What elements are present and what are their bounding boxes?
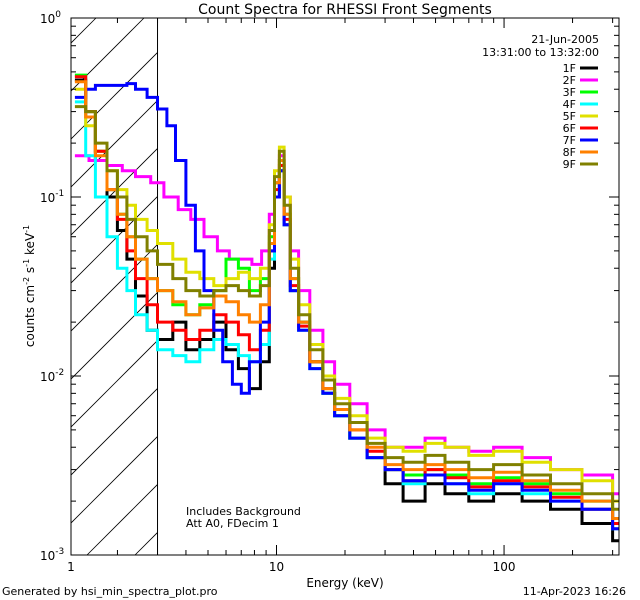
y-tick-label: 10-2 (40, 368, 64, 384)
legend-label-8F: 8F (563, 146, 576, 159)
legend-label-4F: 4F (563, 98, 576, 111)
hatch-line (71, 195, 158, 284)
legend-label-1F: 1F (563, 62, 576, 75)
series-5F-line (74, 87, 619, 503)
axis-ticks (71, 17, 619, 556)
y-tick-label: 10-3 (40, 547, 64, 563)
hatch-line (71, 51, 158, 140)
hatch-line (71, 99, 158, 188)
x-tick-label: 10 (269, 560, 284, 574)
legend-label-2F: 2F (563, 74, 576, 87)
time-range-annotation: 13:31:00 to 13:32:00 (482, 46, 599, 59)
series-2F-line (74, 154, 619, 496)
background-note: Includes Background (186, 505, 301, 518)
series-3F-line (74, 73, 619, 520)
footer-generated-by: Generated by hsi_min_spectra_plot.pro (2, 585, 218, 598)
hatch-line (71, 243, 158, 332)
y-tick-label: 100 (40, 10, 61, 26)
attenuator-note: Att A0, FDecim 1 (186, 517, 279, 530)
x-tick-label: 100 (493, 560, 516, 574)
x-axis-label: Energy (keV) (306, 576, 383, 590)
y-tick-labels: 100 10-1 10-2 10-3 (40, 10, 64, 563)
series-group (74, 73, 619, 543)
y-tick-label: 10-1 (40, 189, 64, 205)
legend-label-7F: 7F (563, 134, 576, 147)
series-9F-line (74, 105, 619, 511)
hatch-lines (71, 18, 158, 555)
x-tick-label-left: 1 (67, 560, 75, 574)
date-annotation: 21-Jun-2005 (531, 33, 599, 46)
hatch-line (71, 435, 158, 524)
legend-label-6F: 6F (563, 122, 576, 135)
footer-timestamp: 11-Apr-2023 16:26 (523, 585, 626, 598)
hatch-line (71, 147, 158, 236)
legend-label-9F: 9F (563, 158, 576, 171)
hatch-line (71, 387, 158, 476)
legend-label-3F: 3F (563, 86, 576, 99)
legend-label-5F: 5F (563, 110, 576, 123)
y-axis-label: counts cm-2 s-1 keV-1 (22, 225, 37, 347)
chart-title: Count Spectra for RHESSI Front Segments (198, 2, 492, 18)
series-8F-line (74, 80, 619, 520)
